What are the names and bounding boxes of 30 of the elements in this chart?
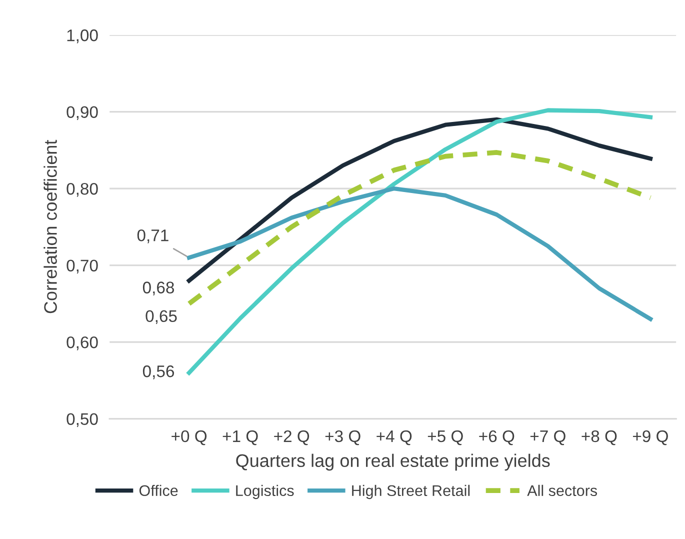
legend-label: Logistics <box>236 484 294 500</box>
y-tick-label: 1,00 <box>67 29 98 44</box>
data-label: 0,68 <box>142 282 174 296</box>
y-axis-title: Correlation coefficient <box>44 140 57 314</box>
y-tick-label: 0,80 <box>66 182 98 197</box>
legend-label: All sectors <box>527 484 598 496</box>
x-tick-label: +3 Q <box>325 430 360 446</box>
x-tick-label: +1 Q <box>222 430 258 446</box>
x-tick-label: +8 Q <box>582 430 617 446</box>
x-tick-label: +9 Q <box>632 430 668 446</box>
data-label: 0,71 <box>137 229 168 244</box>
line-series <box>186 117 653 283</box>
line-series <box>186 108 653 375</box>
line-series <box>186 150 653 306</box>
x-tick-label: +7 Q <box>530 430 566 446</box>
x-axis-title: Quarters lag on real estate prime yields <box>236 454 550 471</box>
y-tick-label: 0,60 <box>66 336 98 350</box>
line-series <box>186 186 653 322</box>
x-tick-label: +4 Q <box>376 430 412 446</box>
legend-label: Office <box>139 484 178 496</box>
x-tick-label: +5 Q <box>428 430 463 446</box>
y-tick-label: 0,50 <box>66 413 98 427</box>
y-tick-label: 0,90 <box>66 106 98 120</box>
y-tick-label: 0,70 <box>66 260 98 274</box>
x-tick-label: +6 Q <box>479 430 514 446</box>
x-tick-label: +0 Q <box>172 430 207 446</box>
data-label: 0,65 <box>146 310 177 324</box>
legend-label: High Street Retail <box>352 484 470 500</box>
data-label: 0,56 <box>142 365 174 380</box>
x-tick-label: +2 Q <box>274 430 310 446</box>
